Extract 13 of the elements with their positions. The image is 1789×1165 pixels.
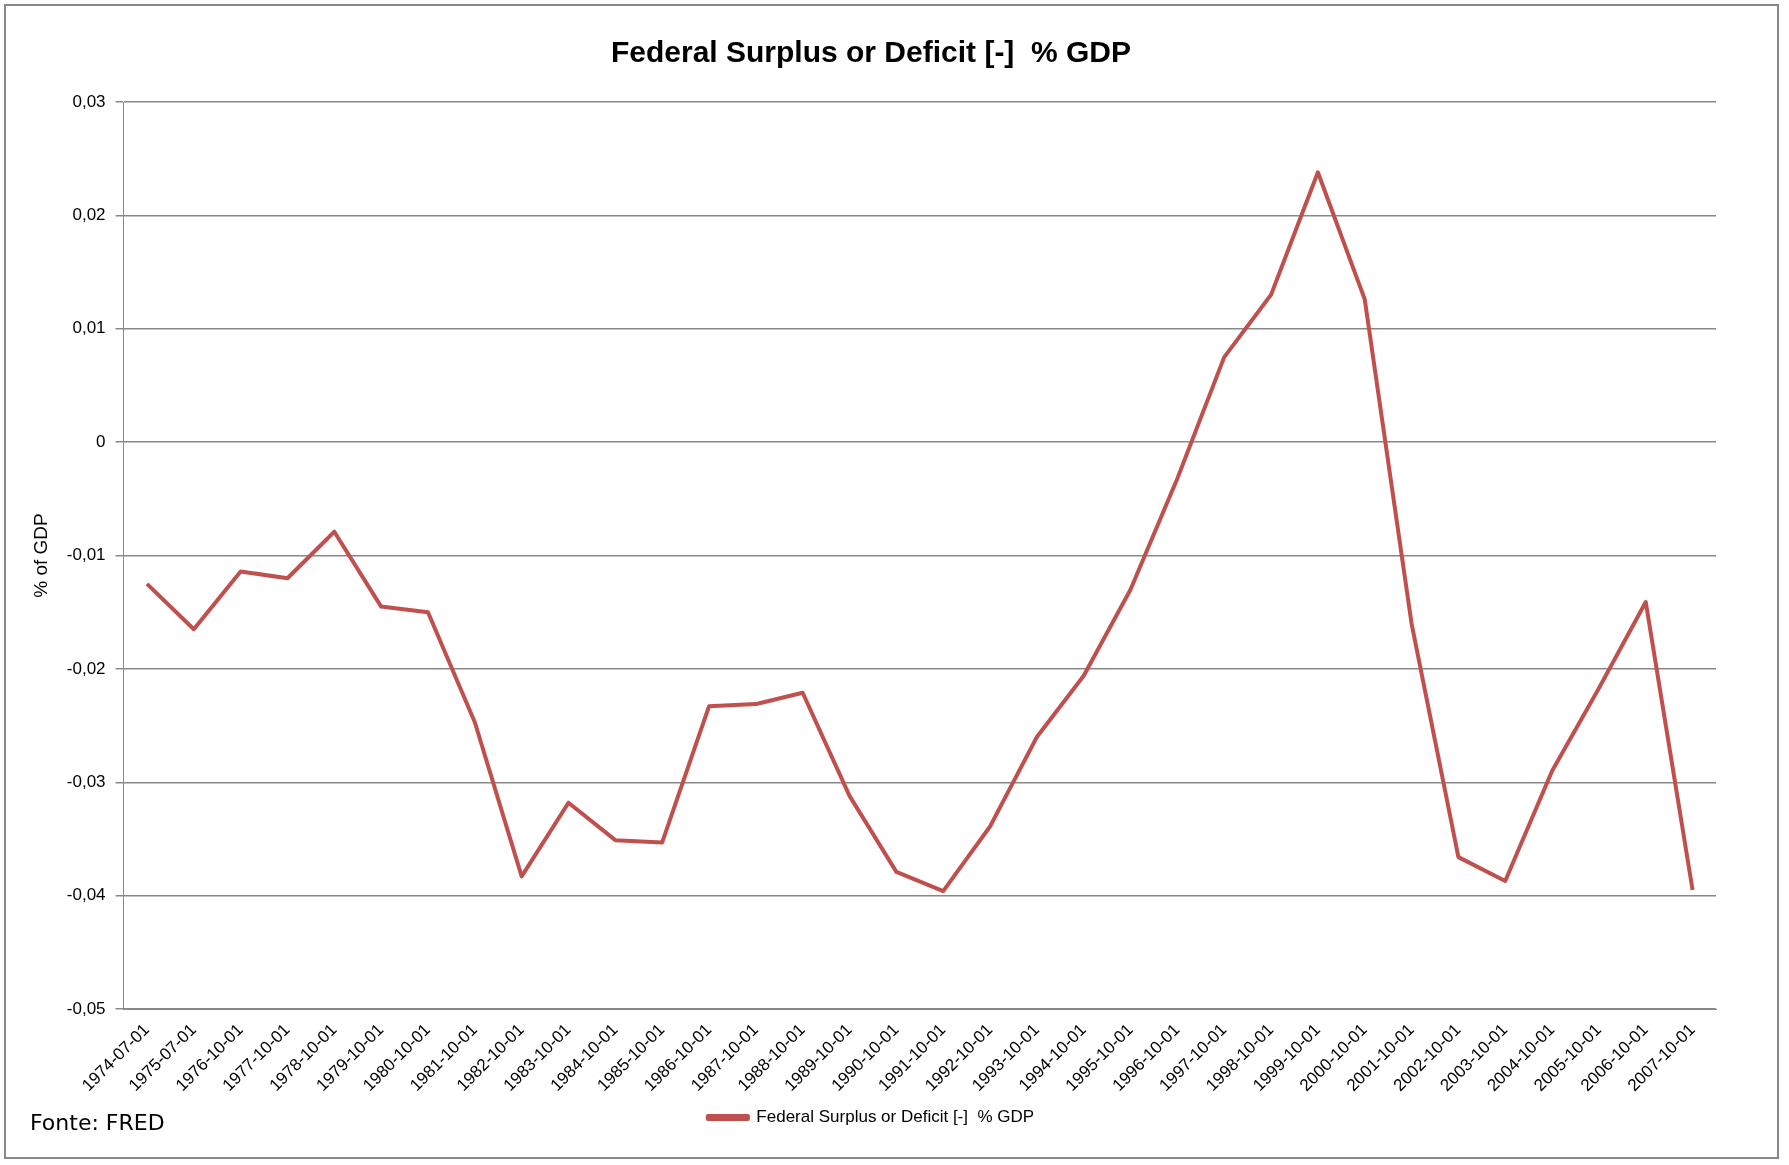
y-tick-label: -0,02 bbox=[66, 658, 106, 678]
y-tick-label: -0,04 bbox=[66, 885, 106, 905]
legend-label: Federal Surplus or Deficit [-] % GDP bbox=[756, 1107, 1035, 1127]
chart-title: Federal Surplus or Deficit [-] % GDP bbox=[610, 35, 1132, 69]
y-tick-label: 0,01 bbox=[72, 318, 106, 338]
y-tick-label: 0,02 bbox=[72, 205, 106, 225]
y-tick-label: -0,01 bbox=[66, 545, 106, 565]
y-tick-label: 0,03 bbox=[72, 91, 106, 111]
y-axis-title: % of GDP bbox=[29, 513, 51, 598]
y-tick-label: 0 bbox=[96, 431, 106, 451]
y-tick-label: -0,05 bbox=[66, 998, 106, 1018]
y-tick-label: -0,03 bbox=[66, 772, 106, 791]
source-note: Fonte: FRED bbox=[30, 1110, 165, 1135]
